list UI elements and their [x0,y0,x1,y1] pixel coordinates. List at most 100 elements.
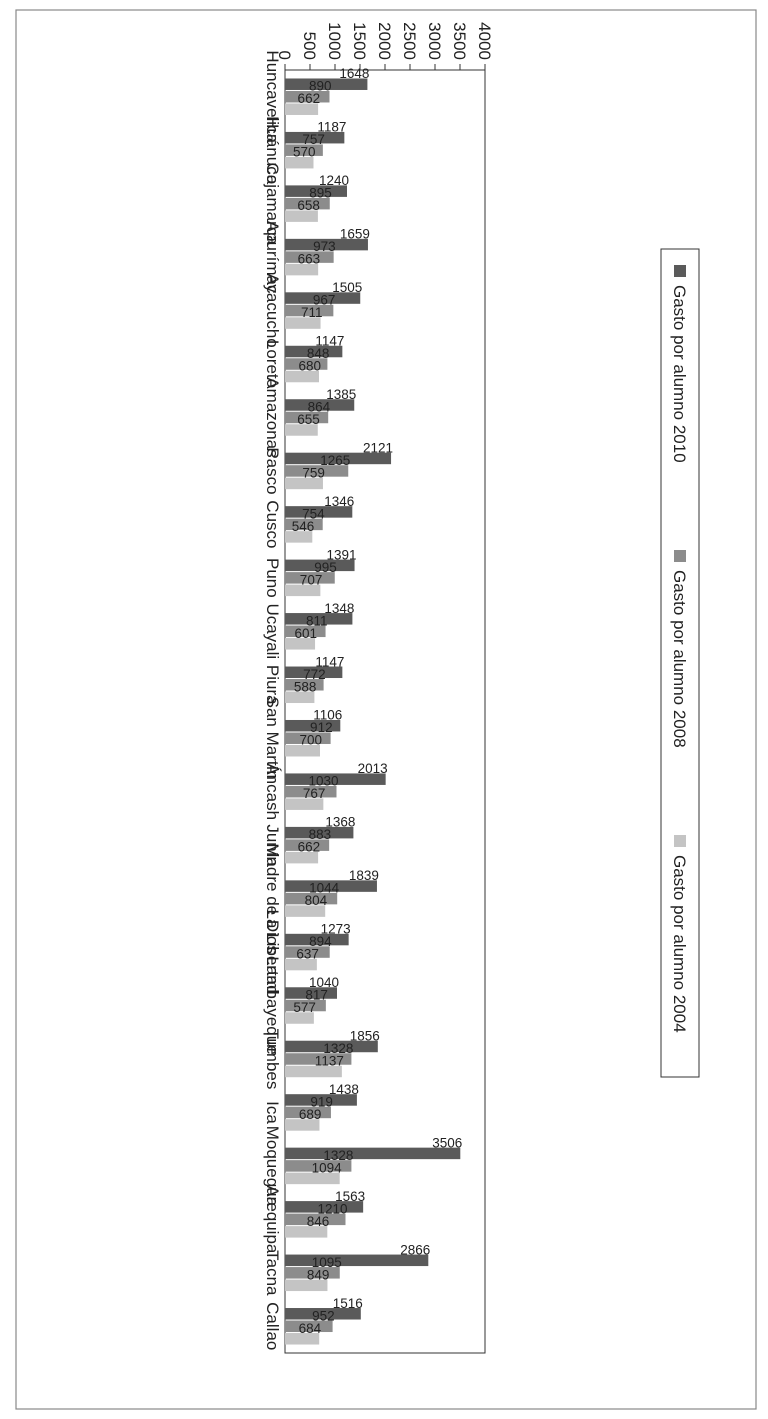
bar-2010 [285,880,377,892]
category-label: Loreto [263,340,282,388]
category-label: Apurímac [263,221,282,294]
bar-2010 [284,78,368,90]
category-label: Huánuco [263,116,282,184]
data-label: 1328 [323,1041,353,1056]
y-tick-label: 0 [275,51,294,60]
y-tick-label: 3000 [425,22,444,60]
data-label: 754 [302,506,325,521]
data-label: 707 [300,572,323,587]
data-label: 2121 [363,440,393,455]
data-label: 1385 [326,387,356,402]
bar-2008 [285,892,338,905]
data-label: 967 [313,293,336,308]
category-label: Huncavelica [263,50,282,143]
bar-2010 [284,1254,429,1267]
category-label: Ica [263,1101,282,1124]
data-label: 849 [307,1267,330,1282]
data-label: 804 [305,893,328,908]
bar-2008 [285,465,349,477]
bar-2004 [285,1012,314,1024]
legend: Gasto por alumno 2010 Gasto por alumno 20… [660,248,700,1078]
bar-2004 [285,156,314,169]
category-axis: HuncavelicaHuánucoCajamarcaApurímacAyacu… [263,50,282,1350]
bar-2008 [285,946,330,958]
data-label: 637 [296,947,319,962]
data-label: 570 [293,145,316,160]
data-label: 1368 [325,815,355,830]
data-label: 1044 [309,881,340,896]
bar-2008 [284,251,334,263]
bar-2008 [285,999,326,1012]
bar-2004 [284,691,315,704]
data-label: 973 [313,239,336,254]
category-label: Callao [263,1302,282,1350]
data-label: 912 [310,720,333,735]
bar-2010 [285,666,343,679]
data-label: 1187 [317,120,346,135]
category-label: Lambayeque [263,956,282,1054]
category-label: San Martín [263,697,282,780]
data-label: 663 [298,252,321,267]
legend-box [660,248,700,1078]
data-label: 1391 [327,547,357,562]
bar-2008 [285,1267,340,1279]
data-label: 684 [299,1321,322,1336]
category-label: La Libertad [263,910,282,995]
bar-2010 [285,238,368,251]
bar-2004 [285,851,319,864]
bar-2010 [284,559,355,572]
bar-2010 [284,1308,361,1320]
category-label: Ayacucho [263,273,282,347]
bar-2004 [284,210,318,222]
category-label: Amazonas [263,377,282,457]
category-label: Pasco [263,447,282,494]
bar-2010 [285,185,347,197]
outer-border [15,9,757,1410]
data-label: 1563 [335,1189,365,1204]
y-tick-label: 3500 [450,22,469,60]
y-tick-label: 1000 [325,22,344,60]
bar-2004 [284,1226,328,1238]
legend-label: Gasto por alumno 2008 [670,570,689,748]
data-label: 1147 [315,334,344,349]
data-label: 658 [297,198,320,213]
data-label: 2013 [358,761,388,776]
data-label: 662 [298,91,321,106]
data-label: 1438 [329,1082,359,1097]
bar-2008 [285,1213,346,1226]
legend-swatch [674,550,686,562]
bar-2010 [285,292,361,304]
data-label: 890 [309,79,332,94]
data-label: 700 [299,733,322,748]
y-tick-label: 1500 [350,22,369,60]
category-label: Cusco [263,500,282,548]
bar-2010 [284,1201,364,1213]
data-label: 1346 [324,494,354,509]
data-label: 848 [307,346,330,361]
data-label: 1328 [323,1148,353,1163]
bar-2004 [285,798,324,810]
y-tick-label: 2000 [375,22,394,60]
category-label: Ucayali [263,603,282,659]
bar-2010 [284,1147,461,1160]
data-label: 689 [299,1107,322,1122]
bar-2008 [285,411,329,424]
data-label: 1147 [315,654,344,669]
data-label: 1040 [309,975,339,990]
data-label: 995 [314,560,337,575]
bar-2004 [285,370,319,383]
y-tick-label: 2500 [400,22,419,60]
data-label: 588 [294,679,317,694]
data-label: 1095 [312,1255,342,1270]
data-label: 883 [309,827,332,842]
data-label: 1240 [319,173,349,188]
category-label: Arequipa [263,1185,282,1254]
bar-2008 [285,197,330,210]
category-label: Cajamarca [263,163,282,246]
data-label: 1648 [339,66,369,81]
bar-2004 [284,263,319,276]
category-label: Piura [263,665,282,705]
data-label: 894 [309,934,332,949]
bar-2010 [284,719,341,732]
